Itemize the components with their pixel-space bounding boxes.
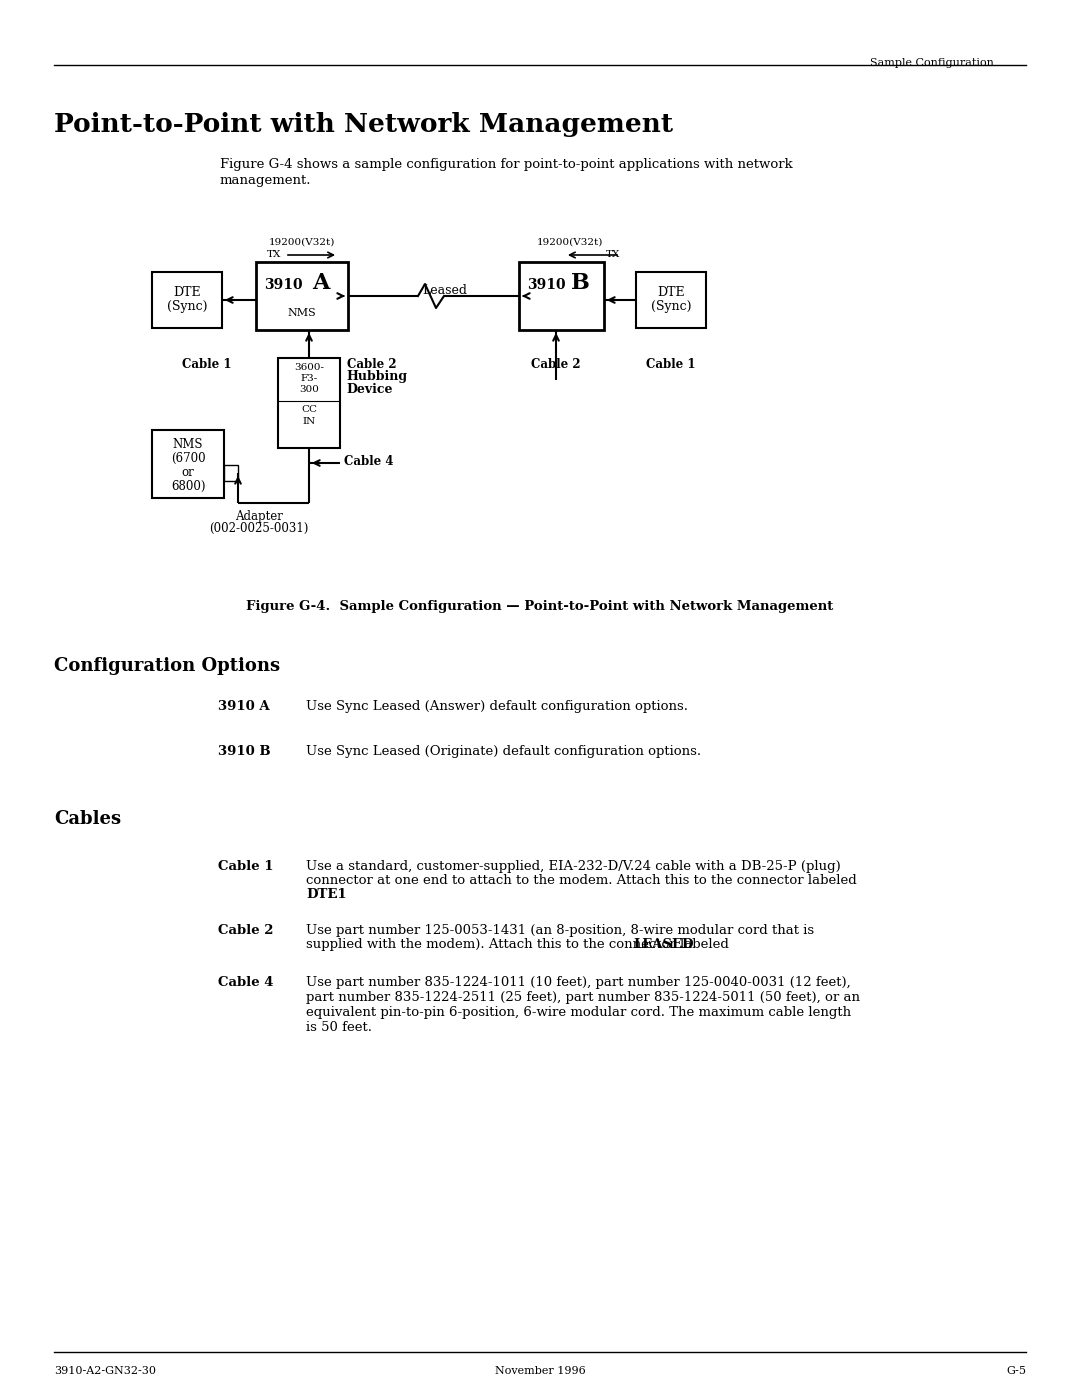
Text: supplied with the modem). Attach this to the connector labeled: supplied with the modem). Attach this to…: [306, 937, 733, 951]
Text: DTE: DTE: [173, 286, 201, 299]
Text: Figure G-4 shows a sample configuration for point-to-point applications with net: Figure G-4 shows a sample configuration …: [220, 158, 793, 170]
Text: Adapter: Adapter: [235, 510, 283, 522]
Text: Hubbing: Hubbing: [346, 370, 407, 383]
Text: TX: TX: [606, 250, 620, 258]
Text: NMS: NMS: [287, 307, 316, 319]
Text: Use part number 125-0053-1431 (an 8-position, 8-wire modular cord that is: Use part number 125-0053-1431 (an 8-posi…: [306, 923, 814, 937]
Text: LEASED: LEASED: [634, 937, 694, 951]
Text: (Sync): (Sync): [166, 300, 207, 313]
Text: TX: TX: [267, 250, 282, 258]
Text: (002-0025-0031): (002-0025-0031): [210, 522, 309, 535]
Text: Point-to-Point with Network Management: Point-to-Point with Network Management: [54, 112, 673, 137]
Text: 3910 A: 3910 A: [218, 700, 270, 712]
Bar: [519, 263, 604, 330]
Text: G-5: G-5: [1005, 1366, 1026, 1376]
Text: Cable 1: Cable 1: [218, 861, 273, 873]
Text: .: .: [334, 888, 338, 901]
Text: NMS: NMS: [173, 439, 203, 451]
Text: Leased: Leased: [422, 284, 468, 298]
Text: 19200(V32t): 19200(V32t): [269, 237, 335, 247]
Text: IN: IN: [302, 416, 315, 426]
Text: DTE: DTE: [658, 286, 685, 299]
Text: November 1996: November 1996: [495, 1366, 585, 1376]
Text: (6700: (6700: [171, 453, 205, 465]
Text: 6800): 6800): [171, 481, 205, 493]
Text: Cable 4: Cable 4: [218, 977, 273, 989]
Bar: [152, 272, 222, 328]
Text: DTE1: DTE1: [306, 888, 347, 901]
Text: Cable 4: Cable 4: [345, 455, 393, 468]
Text: CC: CC: [301, 405, 318, 414]
Text: Figure G-4.  Sample Configuration — Point-to-Point with Network Management: Figure G-4. Sample Configuration — Point…: [246, 599, 834, 613]
Bar: [224, 465, 238, 481]
Text: 300: 300: [299, 386, 319, 394]
Text: or: or: [181, 467, 194, 479]
Text: management.: management.: [220, 175, 311, 187]
Text: Use Sync Leased (Originate) default configuration options.: Use Sync Leased (Originate) default conf…: [306, 745, 701, 759]
Text: Cables: Cables: [54, 810, 121, 828]
Text: (Sync): (Sync): [651, 300, 691, 313]
Text: 3910: 3910: [264, 278, 302, 292]
Text: A: A: [312, 272, 329, 293]
Text: Cable 1: Cable 1: [646, 358, 696, 372]
Text: connector at one end to attach to the modem. Attach this to the connector labele: connector at one end to attach to the mo…: [306, 875, 856, 887]
Text: 3600-: 3600-: [294, 363, 324, 372]
Bar: [636, 272, 706, 328]
Bar: [152, 430, 224, 497]
Text: Configuration Options: Configuration Options: [54, 657, 280, 675]
Text: Cable 1: Cable 1: [183, 358, 232, 372]
Text: 3910: 3910: [527, 278, 566, 292]
Text: Sample Configuration: Sample Configuration: [870, 59, 994, 68]
Text: 19200(V32t): 19200(V32t): [537, 237, 604, 247]
Text: Cable 2: Cable 2: [531, 358, 581, 372]
Text: Use part number 835-1224-1011 (10 feet), part number 125-0040-0031 (12 feet),
pa: Use part number 835-1224-1011 (10 feet),…: [306, 977, 860, 1034]
Text: B: B: [571, 272, 590, 293]
Text: Cable 2: Cable 2: [218, 923, 273, 937]
Bar: [278, 358, 340, 448]
Text: Cable 2: Cable 2: [347, 358, 396, 372]
Text: F3-: F3-: [300, 374, 318, 383]
Text: 3910 B: 3910 B: [218, 745, 271, 759]
Text: Use Sync Leased (Answer) default configuration options.: Use Sync Leased (Answer) default configu…: [306, 700, 688, 712]
Text: Use a standard, customer-supplied, EIA-232-D/V.24 cable with a DB-25-P (plug): Use a standard, customer-supplied, EIA-2…: [306, 861, 840, 873]
Text: .: .: [678, 937, 683, 951]
Text: Device: Device: [346, 383, 392, 395]
Bar: [256, 263, 348, 330]
Text: 3910-A2-GN32-30: 3910-A2-GN32-30: [54, 1366, 156, 1376]
